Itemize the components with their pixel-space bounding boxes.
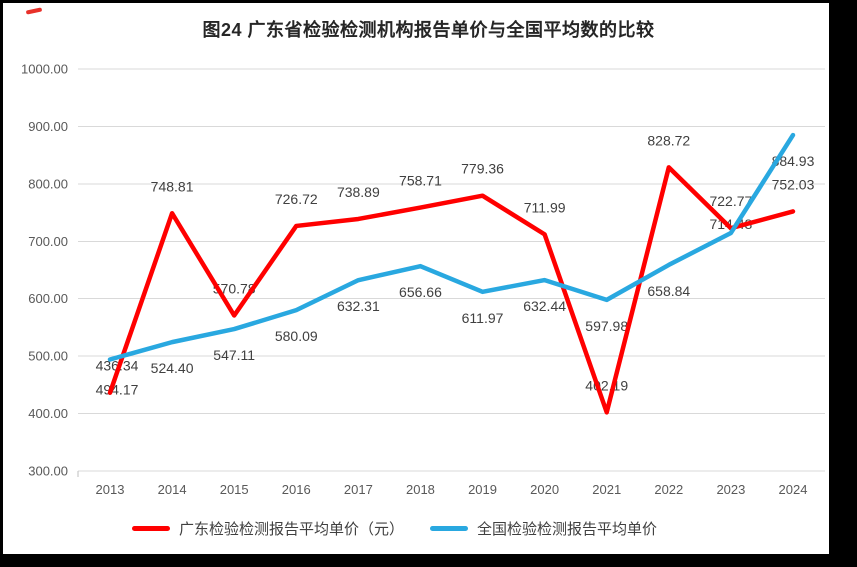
data-label: 597.98 xyxy=(585,318,628,334)
y-axis-tick-label: 500.00 xyxy=(28,349,68,364)
data-label: 632.31 xyxy=(337,298,380,314)
data-label: 632.44 xyxy=(523,298,566,314)
data-label: 547.11 xyxy=(213,347,255,363)
data-label: 524.40 xyxy=(151,360,194,376)
y-axis-tick-label: 1000.00 xyxy=(21,62,68,77)
legend-item-guangdong: 广东检验检测报告平均单价（元） xyxy=(131,518,404,539)
data-label: 494.17 xyxy=(96,381,139,397)
data-label: 611.97 xyxy=(462,310,504,326)
x-axis-tick-label: 2016 xyxy=(282,482,311,497)
data-label: 711.99 xyxy=(524,199,566,215)
data-label: 722.77 xyxy=(709,193,752,209)
data-label: 726.72 xyxy=(275,191,318,207)
data-label: 658.84 xyxy=(647,283,690,299)
chart-title: 图24 广东省检验检测机构报告单价与全国平均数的比较 xyxy=(202,20,655,40)
x-axis-tick-label: 2022 xyxy=(654,482,683,497)
guangdong-series-swatch xyxy=(131,526,170,531)
data-label: 752.03 xyxy=(772,176,815,192)
y-axis-tick-label: 900.00 xyxy=(28,119,68,134)
x-axis-tick-label: 2020 xyxy=(530,482,559,497)
y-axis-tick-label: 800.00 xyxy=(28,176,68,191)
legend-label-national: 全国检验检测报告平均单价 xyxy=(477,521,658,538)
data-label: 884.93 xyxy=(772,153,815,169)
data-label: 738.89 xyxy=(337,184,380,200)
series-line xyxy=(107,165,796,415)
y-axis-tick-label: 700.00 xyxy=(28,234,68,249)
x-axis-tick-label: 2017 xyxy=(344,482,373,497)
chart-background xyxy=(3,3,829,554)
data-label: 758.71 xyxy=(399,173,442,189)
legend-label-guangdong: 广东检验检测报告平均单价（元） xyxy=(178,521,404,538)
x-axis-tick-label: 2021 xyxy=(592,482,621,497)
x-axis-tick-label: 2015 xyxy=(220,482,249,497)
national-series-swatch xyxy=(430,526,468,531)
x-axis-tick-label: 2024 xyxy=(779,482,808,497)
x-axis-tick-label: 2019 xyxy=(468,482,497,497)
data-label: 748.81 xyxy=(151,178,194,194)
data-label: 570.78 xyxy=(213,280,256,296)
data-label: 402.19 xyxy=(585,377,628,393)
data-label: 656.66 xyxy=(399,284,442,300)
x-axis-tick-label: 2023 xyxy=(716,482,745,497)
legend-item-national: 全国检验检测报告平均单价 xyxy=(430,518,657,539)
data-label: 580.09 xyxy=(275,328,318,344)
x-axis-tick-label: 2018 xyxy=(406,482,435,497)
data-label: 828.72 xyxy=(647,132,690,148)
x-axis-tick-label: 2013 xyxy=(96,482,125,497)
data-label: 779.36 xyxy=(461,161,504,177)
y-axis-tick-label: 400.00 xyxy=(28,406,68,421)
x-axis-tick-label: 2014 xyxy=(158,482,187,497)
series-line xyxy=(107,132,796,362)
y-axis-tick-label: 300.00 xyxy=(28,464,68,479)
chart-legend: 广东检验检测报告平均单价（元） 全国检验检测报告平均单价 xyxy=(0,518,809,539)
y-axis-tick-label: 600.00 xyxy=(28,291,68,306)
